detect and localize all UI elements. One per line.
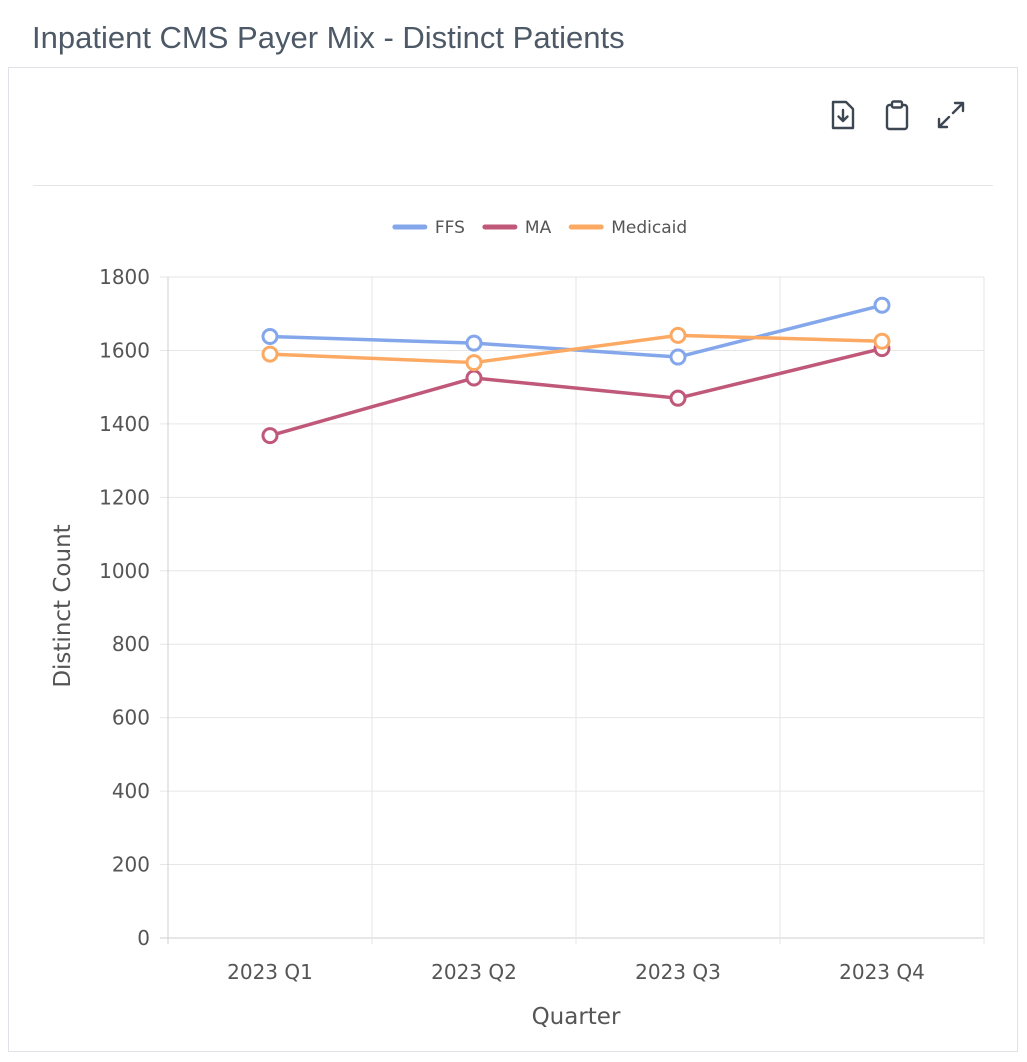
- copy-to-clipboard-button[interactable]: [881, 98, 913, 132]
- series-line-ma: [269, 346, 883, 438]
- chart-toolbar: [827, 98, 967, 132]
- data-point-ffs[interactable]: [873, 296, 891, 314]
- download-button[interactable]: [827, 98, 859, 132]
- data-point-ma[interactable]: [261, 427, 279, 445]
- x-axis-title: Quarter: [532, 1004, 621, 1030]
- legend-label[interactable]: MA: [525, 218, 552, 238]
- legend-label[interactable]: Medicaid: [611, 218, 687, 238]
- expand-icon: [937, 101, 965, 129]
- data-point-medicaid[interactable]: [873, 332, 891, 350]
- y-axis-title: Distinct Count: [50, 524, 76, 687]
- data-point-medicaid[interactable]: [465, 354, 483, 372]
- data-point-ffs[interactable]: [465, 334, 483, 352]
- y-tick-label: 1200: [99, 485, 150, 509]
- y-tick-label: 0: [137, 926, 150, 950]
- series-line-medicaid: [269, 333, 883, 365]
- y-tick-label: 1000: [99, 559, 150, 583]
- page-title: Inpatient CMS Payer Mix - Distinct Patie…: [32, 20, 625, 55]
- download-file-icon: [831, 100, 855, 130]
- y-tick-label: 400: [112, 779, 150, 803]
- chart-card: [8, 67, 1018, 1052]
- expand-button[interactable]: [935, 98, 967, 132]
- data-point-medicaid[interactable]: [261, 345, 279, 363]
- data-point-medicaid[interactable]: [669, 326, 687, 344]
- y-tick-label: 1600: [99, 338, 150, 362]
- data-point-ma[interactable]: [669, 389, 687, 407]
- x-tick-label: 2023 Q3: [635, 960, 721, 984]
- x-tick-label: 2023 Q4: [839, 960, 925, 984]
- data-point-ma[interactable]: [465, 369, 483, 387]
- legend-label[interactable]: FFS: [435, 218, 465, 238]
- data-point-ffs[interactable]: [261, 327, 279, 345]
- y-tick-label: 1800: [99, 265, 150, 289]
- y-tick-label: 200: [112, 853, 150, 877]
- y-tick-label: 800: [112, 632, 150, 656]
- x-tick-label: 2023 Q1: [227, 960, 313, 984]
- x-tick-label: 2023 Q2: [431, 960, 517, 984]
- clipboard-icon: [885, 100, 909, 131]
- card-divider: [33, 185, 993, 186]
- y-tick-label: 600: [112, 706, 150, 730]
- data-point-ffs[interactable]: [669, 348, 687, 366]
- y-tick-label: 1400: [99, 412, 150, 436]
